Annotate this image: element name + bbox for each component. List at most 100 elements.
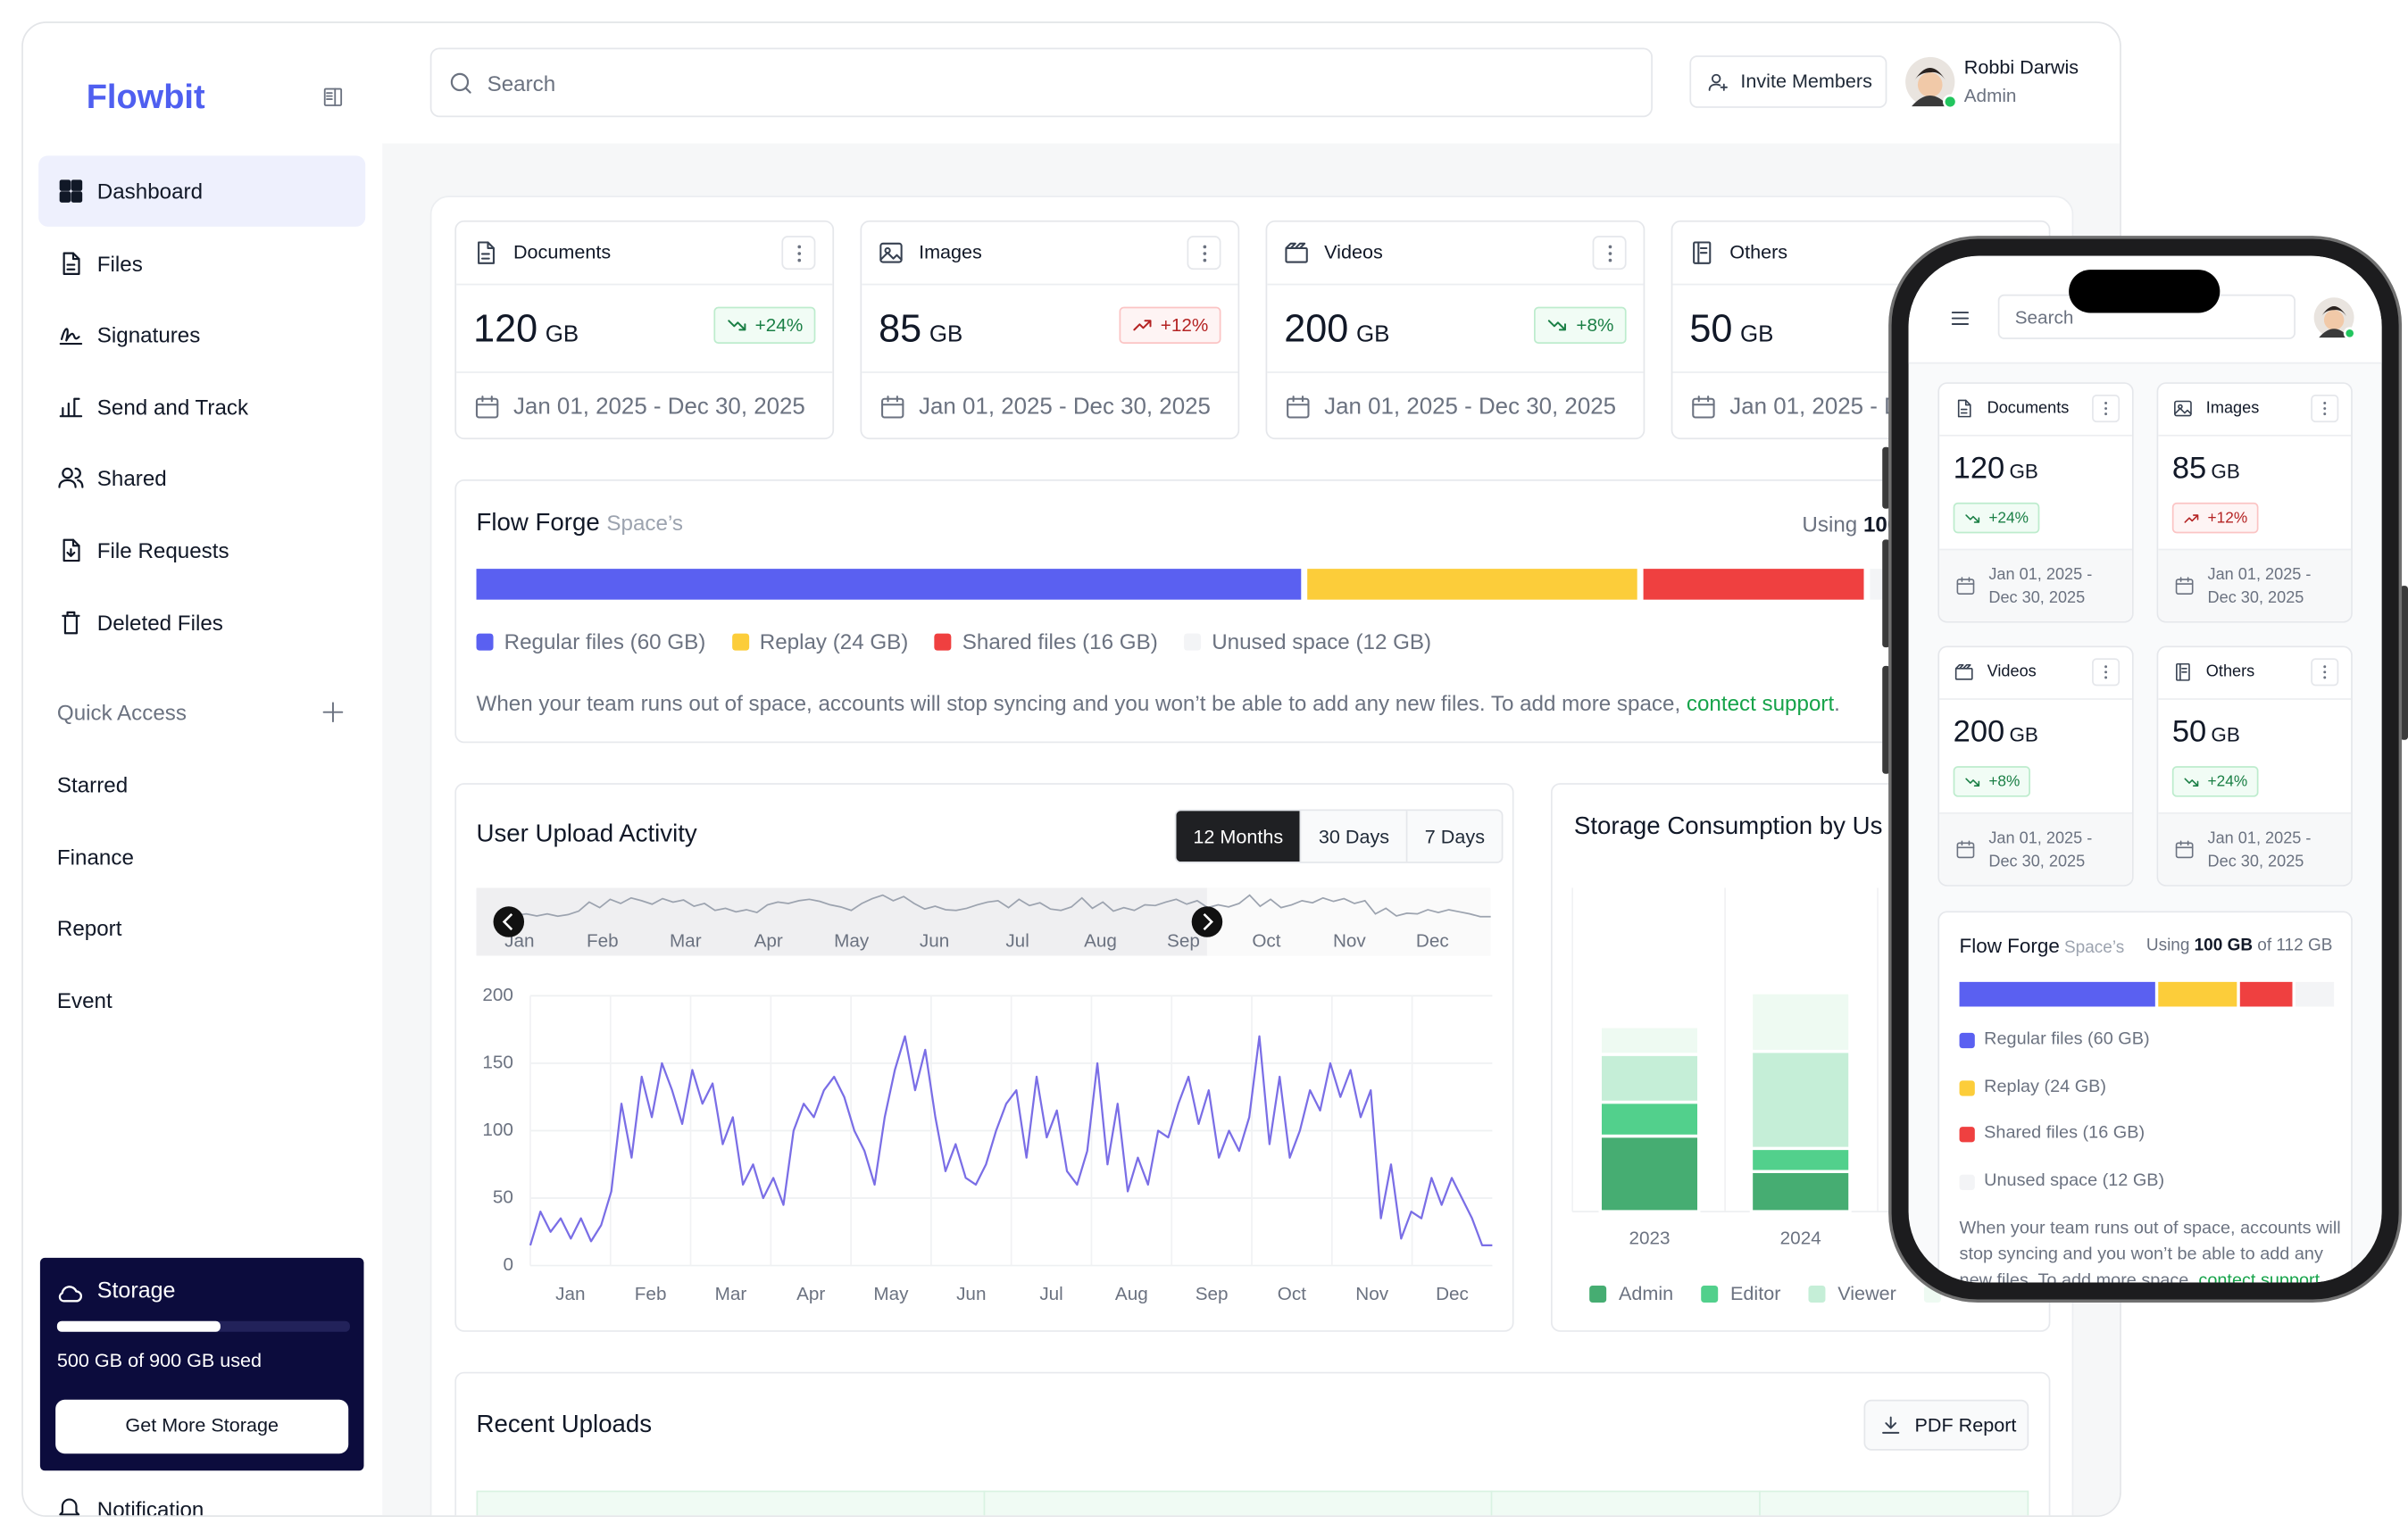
icon-part xyxy=(2104,665,2108,669)
card-menu[interactable] xyxy=(2092,658,2121,687)
search-box[interactable] xyxy=(429,47,1653,118)
x-tick-label: Dec xyxy=(1436,1284,1469,1304)
card-menu[interactable] xyxy=(1592,236,1627,271)
plus-icon xyxy=(322,702,344,723)
icon-part xyxy=(62,251,80,275)
phone-button xyxy=(2400,586,2408,740)
value-unit: GB xyxy=(2211,459,2240,483)
nav-item[interactable] xyxy=(38,228,365,298)
range-tab[interactable]: 12 Months xyxy=(1176,811,1301,862)
change-label: +24% xyxy=(754,314,804,337)
handle-chevron xyxy=(502,912,513,931)
icon-part xyxy=(2323,676,2327,679)
card-menu[interactable] xyxy=(1187,236,1221,271)
card-date-area xyxy=(2158,548,2352,621)
handle-chevron xyxy=(1203,912,1213,931)
legend-label: Replay (24 GB) xyxy=(759,629,909,654)
quick-access-item[interactable]: Finance xyxy=(56,844,134,870)
x-tick-label: Sep xyxy=(1196,1284,1229,1304)
icon-part xyxy=(2343,327,2356,340)
pdf-label: PDF Report xyxy=(1914,1414,2017,1436)
nav-item[interactable] xyxy=(38,443,365,513)
icon-part xyxy=(2184,513,2199,522)
icon-part xyxy=(62,538,80,562)
y-tick-label: 50 xyxy=(493,1186,513,1207)
icon-part xyxy=(59,397,83,417)
legend-swatch xyxy=(1589,1286,1607,1303)
card-date: Jan 01, 2025 - Dec 30, 2025 xyxy=(1324,394,1617,420)
icon-part xyxy=(1203,245,1207,249)
icon-part xyxy=(59,191,71,203)
card-divider xyxy=(1939,434,2132,437)
quick-access-item[interactable]: Event xyxy=(56,987,112,1013)
icon-part xyxy=(1956,579,1975,595)
space-segment xyxy=(1307,569,1638,600)
icon-part xyxy=(2321,306,2347,317)
y-tick-label: 150 xyxy=(482,1052,513,1072)
card-menu[interactable] xyxy=(2092,395,2121,423)
y-tick-label: 100 xyxy=(482,1120,513,1140)
legend-item: Unused space (12 GB) xyxy=(1184,629,1431,654)
notification-link[interactable]: Notification xyxy=(96,1496,204,1518)
x-tick-label: Apr xyxy=(796,1284,825,1304)
card-label: Images xyxy=(919,241,982,263)
icon-part xyxy=(2323,665,2327,669)
card-divider xyxy=(2158,434,2352,437)
range-tab[interactable]: 30 Days xyxy=(1300,811,1406,862)
table-divider xyxy=(983,1490,986,1516)
icon-part xyxy=(1693,241,1712,264)
value-number: 50 xyxy=(1689,307,1733,351)
navigator-label: Jul xyxy=(1005,930,1029,951)
note-text: When your team runs out of space, accoun… xyxy=(1959,1219,2341,1283)
icon-part xyxy=(2323,407,2327,411)
nav-item[interactable] xyxy=(38,299,365,370)
x-tick-label: Mar xyxy=(715,1284,747,1304)
legend-swatch xyxy=(1959,1032,1975,1049)
card-value: 85 GB xyxy=(2172,454,2240,485)
icon-part xyxy=(2104,676,2108,679)
icon-part xyxy=(1285,242,1306,250)
card-menu[interactable] xyxy=(2311,658,2339,687)
avatar xyxy=(2313,297,2356,340)
quick-access-item[interactable]: Report xyxy=(56,915,122,941)
nav-label: File Requests xyxy=(96,537,229,563)
icon-part xyxy=(62,468,73,480)
legend-item: Shared files (16 GB) xyxy=(934,629,1158,654)
icon-part xyxy=(71,179,83,191)
support-link[interactable]: contect support xyxy=(2198,1271,2321,1283)
navigator-label: Dec xyxy=(1416,930,1449,951)
range-tab[interactable]: 7 Days xyxy=(1406,811,1502,862)
legend-swatch xyxy=(1959,1174,1975,1191)
value-number: 85 xyxy=(2171,451,2207,486)
support-link[interactable]: contect support xyxy=(1686,690,1835,716)
quick-access-item[interactable]: Starred xyxy=(56,772,129,797)
search-icon xyxy=(450,72,471,94)
navigator-label: Aug xyxy=(1084,930,1117,951)
download-icon xyxy=(1882,1416,1900,1434)
file-card: Videos 200 GB +8% Jan 01, 2025 - Dec 30, 202… xyxy=(1265,220,1646,440)
icon-part xyxy=(1965,513,1980,522)
file-card: Videos 200 GB +8% Jan 01, 2025 - Dec 30, 202… xyxy=(1937,645,2134,887)
legend-swatch xyxy=(1959,1079,1975,1096)
change-badge: +12% xyxy=(2171,502,2259,534)
card-label: Videos xyxy=(1987,662,2037,681)
icon-part xyxy=(1942,94,1958,110)
storage-button[interactable] xyxy=(55,1399,349,1454)
card-menu[interactable] xyxy=(2311,395,2339,423)
x-tick-label: Feb xyxy=(635,1284,667,1304)
stacked-bar xyxy=(1598,1100,1701,1138)
legend-label: Shared files (16 GB) xyxy=(962,629,1158,654)
change-label: +8% xyxy=(1988,772,2021,790)
nav-item[interactable] xyxy=(38,155,366,227)
calendar-icon xyxy=(1692,395,1715,419)
value-number: 50 xyxy=(2171,715,2207,750)
icon-part xyxy=(475,395,499,406)
card-menu[interactable] xyxy=(781,236,816,271)
upload-line xyxy=(529,1035,1493,1247)
icon-part xyxy=(2179,662,2187,681)
invite-button[interactable] xyxy=(1689,55,1887,108)
kebab-icon xyxy=(1203,245,1207,262)
video-icon xyxy=(1285,242,1308,263)
change-badge: +12% xyxy=(1118,306,1221,345)
